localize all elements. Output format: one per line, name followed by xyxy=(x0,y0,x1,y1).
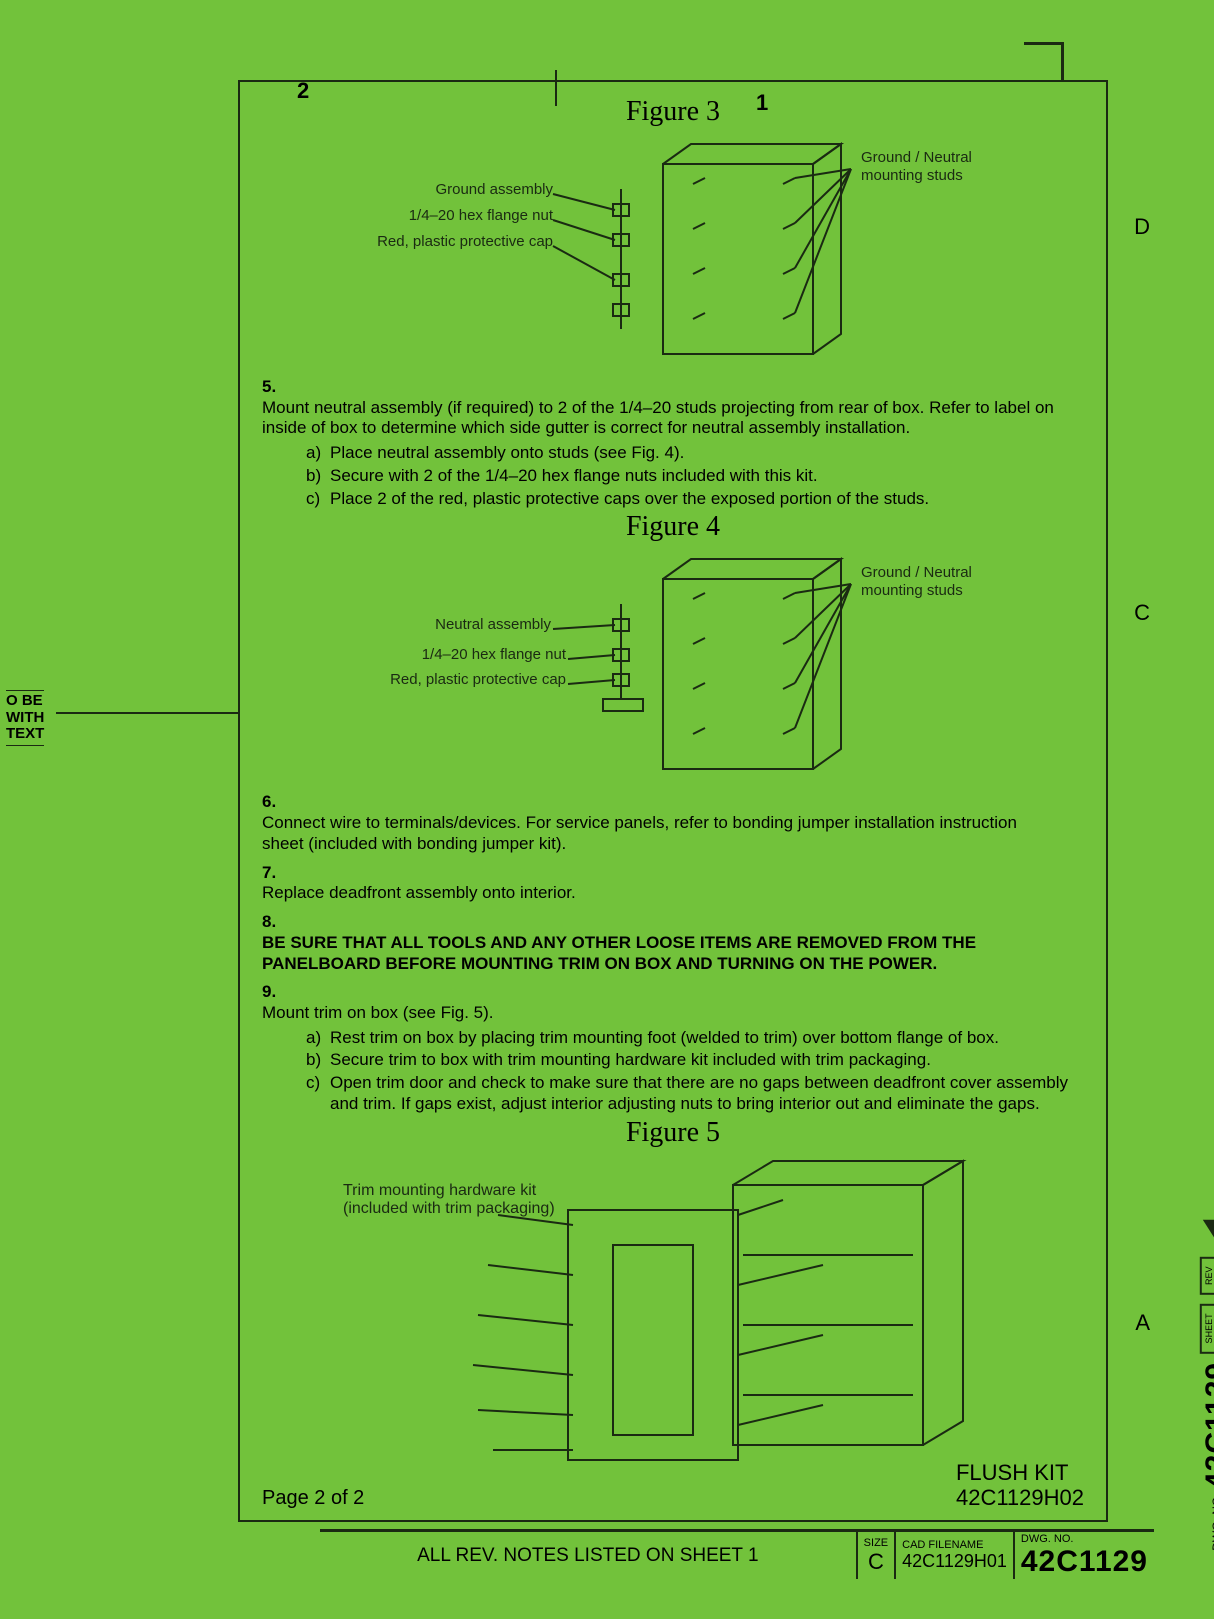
sheet-box: SHEET 2 xyxy=(1200,1303,1214,1353)
rev-label: REV xyxy=(1204,1266,1214,1285)
step-5-subs: a)Place neutral assembly onto studs (see… xyxy=(306,443,1084,509)
side-note-line: O BE xyxy=(6,693,44,710)
fig3-label-left-1: 1/4–20 hex flange nut xyxy=(409,207,554,224)
right-strip: DWG. NO. 42C1129 SHEET 2 REV 2 xyxy=(1200,1220,1214,1551)
sub-label: b) xyxy=(306,466,330,487)
rev-box: REV 2 xyxy=(1200,1256,1214,1295)
paper-sheet: 2 1 D C A O BE WITH TEXT Figure 3 xyxy=(0,0,1214,1619)
size-label: SIZE xyxy=(864,1537,888,1549)
content-frame: Figure 3 xyxy=(238,80,1108,1522)
sub-text: Open trim door and check to make sure th… xyxy=(330,1073,1080,1114)
figure-5-title: Figure 5 xyxy=(262,1117,1084,1149)
step-5: 5. Mount neutral assembly (if required) … xyxy=(262,377,1084,439)
side-note: O BE WITH TEXT xyxy=(6,690,44,746)
step-text: Mount neutral assembly (if required) to … xyxy=(262,398,1054,439)
sheet-label: SHEET xyxy=(1204,1313,1214,1343)
dwg-no: 42C1129 xyxy=(1021,1545,1148,1579)
sub-text: Secure with 2 of the 1/4–20 hex flange n… xyxy=(330,466,1080,487)
rev-notes-cell: ALL REV. NOTES LISTED ON SHEET 1 xyxy=(320,1532,858,1579)
zone-right-D: D xyxy=(1134,214,1150,240)
cad-label: CAD FILENAME xyxy=(902,1539,1007,1551)
side-note-line: TEXT xyxy=(6,726,44,743)
figure-4-title: Figure 4 xyxy=(262,511,1084,543)
step-9: 9. Mount trim on box (see Fig. 5). xyxy=(262,982,1084,1023)
fig3-label-left-2: Red, plastic protective cap xyxy=(377,233,553,250)
sub-label: a) xyxy=(306,1028,330,1049)
step-8: 8. BE SURE THAT ALL TOOLS AND ANY OTHER … xyxy=(262,912,1084,974)
zone-right-C: C xyxy=(1134,600,1150,626)
dwg-label: DWG. NO. xyxy=(1021,1533,1148,1545)
sub-label: c) xyxy=(306,489,330,510)
fig5-label-l2: (included with trim packaging) xyxy=(343,1200,555,1217)
side-note-line: WITH xyxy=(6,710,44,727)
dwg-number: 42C1129 xyxy=(1200,1362,1214,1489)
figure-3-title: Figure 3 xyxy=(262,96,1084,128)
cad-value: 42C1129H01 xyxy=(902,1551,1007,1572)
step-text: Replace deadfront assembly onto interior… xyxy=(262,883,1054,904)
kit-id-block: FLUSH KIT 42C1129H02 xyxy=(956,1461,1084,1509)
fig3-label-right-l1: Ground / Neutral xyxy=(861,149,972,166)
zone-right-A: A xyxy=(1135,1310,1150,1336)
title-block: ALL REV. NOTES LISTED ON SHEET 1 SIZE C … xyxy=(320,1529,1154,1579)
fig3-label-right-l2: mounting studs xyxy=(861,167,963,184)
step-number: 7. xyxy=(262,863,288,884)
step-text: Mount trim on box (see Fig. 5). xyxy=(262,1003,1054,1024)
rev-notes: ALL REV. NOTES LISTED ON SHEET 1 xyxy=(417,1545,758,1567)
fig4-label-left-1: 1/4–20 hex flange nut xyxy=(422,646,567,663)
sub-text: Rest trim on box by placing trim mountin… xyxy=(330,1028,1080,1049)
step-number: 8. xyxy=(262,912,288,933)
side-note-leader xyxy=(56,712,238,714)
step-text: Connect wire to terminals/devices. For s… xyxy=(262,813,1054,854)
kit-line2: 42C1129H02 xyxy=(956,1486,1084,1510)
crop-top-right xyxy=(1024,42,1064,82)
fig5-label-l1: Trim mounting hardware kit xyxy=(343,1182,537,1199)
figure-5: Trim mounting hardware kit (included wit… xyxy=(262,1155,1084,1480)
size-value: C xyxy=(864,1549,888,1575)
sub-text: Place 2 of the red, plastic protective c… xyxy=(330,489,1080,510)
step-6: 6. Connect wire to terminals/devices. Fo… xyxy=(262,792,1084,854)
dwg-no-cell: DWG. NO. 42C1129 xyxy=(1015,1532,1154,1579)
step-number: 6. xyxy=(262,792,288,813)
step-7: 7. Replace deadfront assembly onto inter… xyxy=(262,863,1084,904)
direction-arrow-icon xyxy=(1203,1220,1214,1242)
step-number: 9. xyxy=(262,982,288,1003)
cad-filename-cell: CAD FILENAME 42C1129H01 xyxy=(896,1532,1015,1579)
figure-3: Ground assembly 1/4–20 hex flange nut Re… xyxy=(262,134,1084,369)
sub-text: Place neutral assembly onto studs (see F… xyxy=(330,443,1080,464)
kit-line1: FLUSH KIT xyxy=(956,1461,1084,1485)
svg-text:Ground / Neutral: Ground / Neutral xyxy=(861,564,972,581)
step-text: BE SURE THAT ALL TOOLS AND ANY OTHER LOO… xyxy=(262,933,1054,974)
sub-text: Secure trim to box with trim mounting ha… xyxy=(330,1050,1080,1071)
sub-label: a) xyxy=(306,443,330,464)
sub-label: b) xyxy=(306,1050,330,1071)
fig4-label-left-0: Neutral assembly xyxy=(435,616,551,633)
crop-top-right-h xyxy=(1024,42,1064,45)
step-number: 5. xyxy=(262,377,288,398)
sub-label: c) xyxy=(306,1073,330,1094)
dwg-label: DWG. NO. xyxy=(1210,1493,1214,1550)
figure-4: Neutral assembly 1/4–20 hex flange nut R… xyxy=(262,549,1084,784)
fig3-label-left-0: Ground assembly xyxy=(435,181,553,198)
step-9-subs: a)Rest trim on box by placing trim mount… xyxy=(306,1028,1084,1115)
page-marker: Page 2 of 2 xyxy=(262,1487,364,1510)
svg-text:mounting studs: mounting studs xyxy=(861,582,963,599)
fig4-label-left-2: Red, plastic protective cap xyxy=(390,671,566,688)
size-cell: SIZE C xyxy=(858,1532,896,1579)
